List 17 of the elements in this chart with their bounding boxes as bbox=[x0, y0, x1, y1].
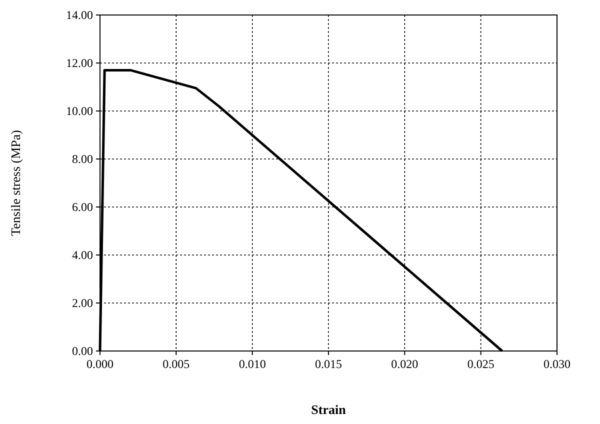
y-tick-label: 0.00 bbox=[72, 344, 93, 358]
y-tick-label: 14.00 bbox=[66, 8, 93, 22]
y-tick-label: 4.00 bbox=[72, 248, 93, 262]
x-tick-label: 0.020 bbox=[391, 357, 418, 371]
y-tick-label: 6.00 bbox=[72, 200, 93, 214]
y-tick-label: 10.00 bbox=[66, 104, 93, 118]
x-tick-label: 0.015 bbox=[315, 357, 342, 371]
x-tick-label: 0.010 bbox=[238, 357, 266, 371]
x-axis-title: Strain bbox=[311, 402, 347, 417]
y-tick-label: 8.00 bbox=[72, 152, 93, 166]
x-tick-label: 0.000 bbox=[86, 357, 114, 371]
x-tick-label: 0.025 bbox=[467, 357, 494, 371]
x-tick-label: 0.005 bbox=[162, 357, 190, 371]
y-tick-label: 2.00 bbox=[72, 296, 93, 310]
y-tick-label: 12.00 bbox=[66, 56, 93, 70]
x-tick-label: 0.030 bbox=[544, 357, 570, 371]
y-axis-title: Tensile stress (MPa) bbox=[8, 130, 23, 236]
